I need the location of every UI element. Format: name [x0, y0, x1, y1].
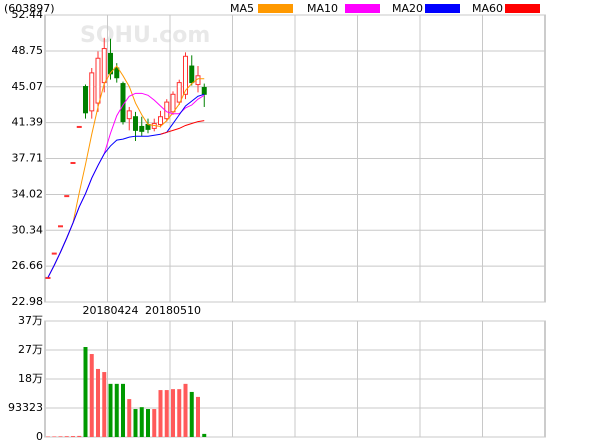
legend-label: MA20 — [392, 2, 423, 15]
y-tick-label: 27万 — [18, 343, 43, 356]
y-tick-label: 30.34 — [12, 223, 44, 236]
candle-body — [101, 48, 107, 84]
legend-swatch — [425, 4, 460, 13]
watermark: SOHU.com — [80, 23, 210, 48]
volume-bar — [146, 409, 150, 437]
legend-label: MA5 — [230, 2, 254, 15]
candle-body — [170, 93, 176, 113]
volume-bar — [177, 389, 182, 437]
ma-line — [47, 93, 205, 278]
volume-bar — [183, 383, 188, 437]
y-tick-label: 45.07 — [12, 80, 44, 93]
legend-label: MA60 — [472, 2, 503, 15]
volume-bar — [58, 436, 63, 437]
y-tick-label: 52.44 — [12, 8, 44, 21]
y-tick-label: 37万 — [18, 314, 43, 327]
volume-bar — [164, 390, 169, 437]
volume-bar — [46, 436, 50, 438]
candle-body — [83, 86, 88, 114]
volume-bar — [196, 396, 200, 437]
legend-label: MA10 — [307, 2, 338, 15]
x-tick-label: 20180510 — [145, 304, 201, 317]
volume-bar — [127, 399, 132, 437]
y-tick-label: 18万 — [18, 372, 43, 385]
y-tick-label: 93323 — [8, 401, 43, 414]
legend-swatch — [258, 4, 293, 13]
volume-bar — [202, 433, 207, 437]
volume-bar — [77, 435, 82, 437]
x-tick-label: 20180424 — [83, 304, 139, 317]
volume-bar — [114, 383, 119, 437]
volume-bar — [52, 436, 57, 437]
volume-bar — [171, 389, 175, 437]
candle-body — [145, 124, 151, 130]
candle-body — [176, 82, 182, 103]
volume-bar — [133, 409, 138, 437]
legend-swatch — [345, 4, 380, 13]
stock-code: (603897) — [4, 2, 55, 15]
volume-bar — [139, 407, 144, 437]
candle-body — [133, 116, 138, 131]
volume-bar — [108, 383, 113, 437]
candle-body — [139, 125, 145, 132]
legend-swatch — [505, 4, 540, 13]
y-tick-label: 41.39 — [12, 116, 44, 129]
volume-bar — [102, 372, 107, 437]
y-tick-label: 37.71 — [12, 152, 44, 165]
candle-body — [189, 65, 195, 84]
volume-bar — [152, 409, 157, 437]
candle-body — [64, 195, 70, 198]
candle-body — [201, 86, 207, 95]
candle-body — [89, 72, 95, 112]
volume-bar — [83, 347, 88, 437]
candle-body — [126, 110, 132, 120]
volume-bar — [64, 436, 69, 437]
ma-line — [160, 120, 205, 135]
candle-body — [58, 225, 63, 228]
y-tick-label: 34.02 — [12, 187, 44, 200]
candle-body — [76, 125, 82, 128]
volume-bar — [89, 354, 94, 437]
candle-body — [114, 67, 120, 79]
y-tick-label: 0 — [36, 430, 43, 440]
ma-line — [47, 65, 205, 278]
y-tick-label: 22.98 — [12, 295, 44, 308]
y-tick-label: 48.75 — [12, 44, 44, 57]
volume-bar — [121, 383, 125, 437]
volume-bar — [189, 391, 194, 437]
candle-body — [95, 57, 101, 104]
candle-body — [51, 252, 57, 255]
candle-body — [45, 276, 51, 279]
candle-body — [70, 161, 76, 164]
y-tick-label: 26.66 — [12, 259, 44, 272]
candle-body — [158, 116, 163, 126]
volume-bar — [158, 390, 163, 437]
volume-bar — [71, 436, 75, 437]
candle-body — [183, 55, 188, 95]
volume-bar — [96, 368, 100, 437]
